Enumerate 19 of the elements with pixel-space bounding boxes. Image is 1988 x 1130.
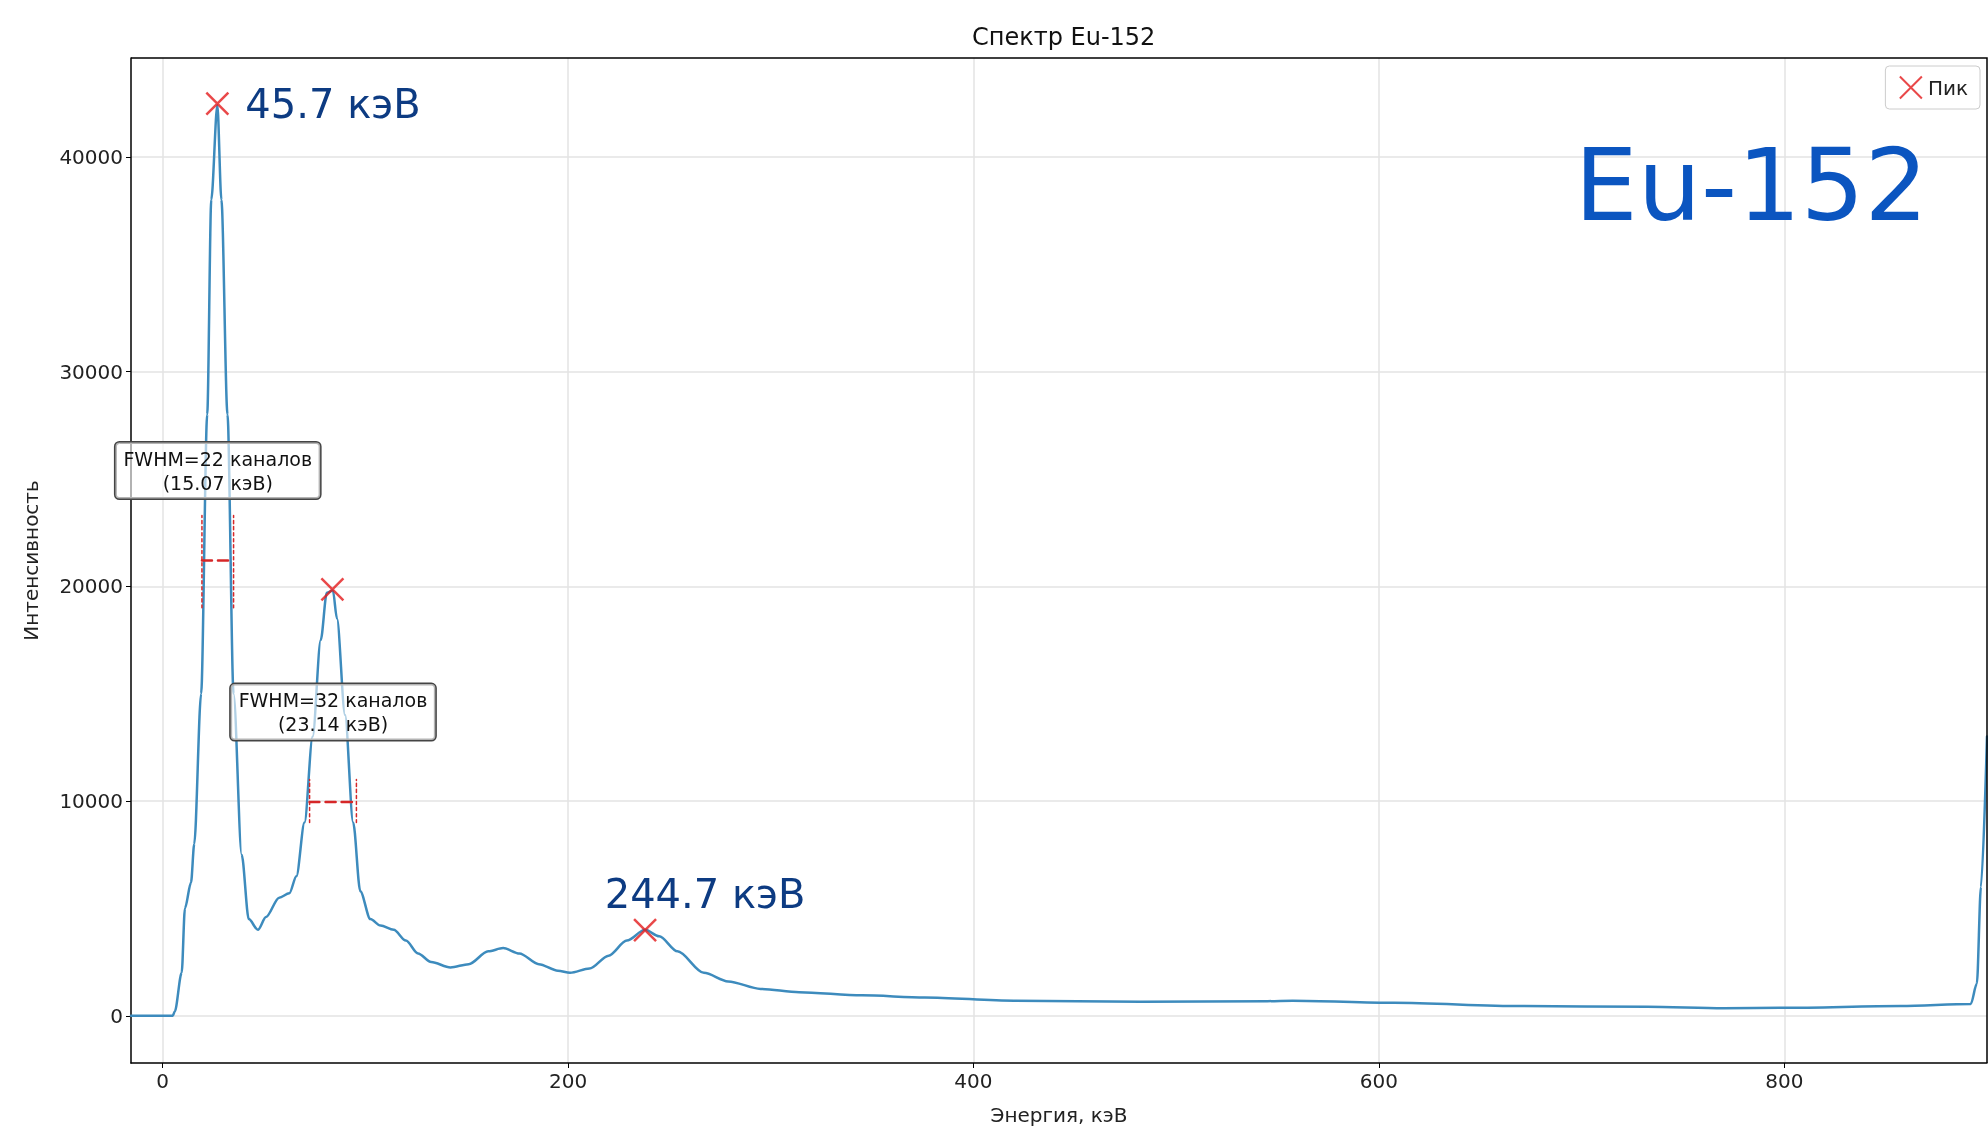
y-tick-label: 10000 — [59, 789, 123, 814]
y-tick-label: 20000 — [59, 574, 123, 599]
annotation: FWHM=32 каналов (23.14 кэВ) — [238, 689, 428, 736]
annotation: FWHM=22 каналов (15.07 кэВ) — [123, 447, 313, 494]
x-axis-title: Энергия, кэВ — [990, 1103, 1128, 1127]
x-tick-label: 400 — [954, 1069, 993, 1093]
y-tick-label: 40000 — [59, 144, 123, 169]
y-tick-label: 0 — [110, 1003, 123, 1028]
x-tick-label: 0 — [156, 1069, 169, 1093]
annotation: 45.7 кэВ — [245, 80, 421, 127]
y-tick-label: 30000 — [59, 359, 123, 384]
annotation: Eu-152 — [1574, 126, 1928, 244]
annotation: 244.7 кэВ — [604, 871, 806, 918]
x-tick-label: 200 — [548, 1069, 588, 1093]
legend-label: Пик — [1927, 75, 1969, 100]
x-tick-label: 800 — [1765, 1069, 1804, 1093]
x-tick-label: 600 — [1359, 1069, 1398, 1093]
y-axis-title: Интенсивность — [19, 480, 43, 641]
chart-title: Спектр Eu-152 — [971, 23, 1156, 51]
